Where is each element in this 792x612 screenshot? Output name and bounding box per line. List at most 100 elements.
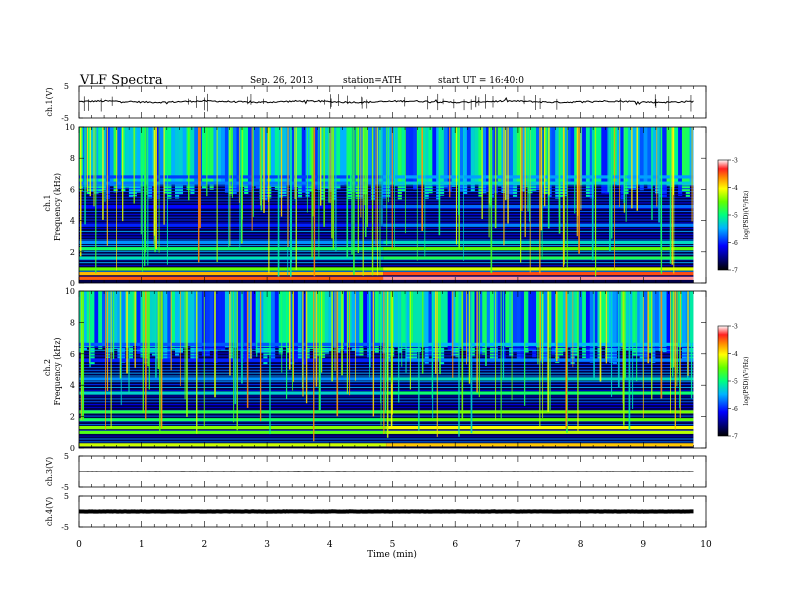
spectrogram-row	[79, 441, 694, 443]
spectrogram-cell	[363, 291, 368, 347]
spectrogram-cell	[451, 291, 456, 356]
sferic-streak	[614, 127, 615, 271]
spectrogram-cell	[259, 291, 264, 353]
spectrogram-cell	[520, 291, 525, 362]
spectrogram-cell	[574, 127, 579, 185]
spectrogram-cell	[536, 127, 541, 191]
spectrogram-cell	[263, 127, 268, 200]
sferic-streak	[318, 127, 320, 258]
y-tick-label: 0	[70, 279, 75, 288]
spectrogram-row	[79, 375, 694, 377]
y-tick-label: 6	[70, 185, 75, 194]
y-tick-label: 10	[65, 287, 75, 296]
spectrogram-row	[79, 239, 694, 241]
sferic-streak	[384, 291, 387, 412]
sferic-streak	[306, 127, 308, 213]
spectrogram-cell	[198, 291, 203, 352]
sferic-streak	[505, 127, 507, 201]
sferic-streak	[141, 127, 143, 272]
sferic-streak	[679, 291, 680, 409]
spectrogram-cell	[597, 127, 602, 185]
x-tick-label: 9	[640, 540, 646, 550]
spectrogram-row	[79, 435, 694, 437]
spectrogram-row	[79, 233, 694, 235]
y-tick-label: -5	[61, 114, 69, 123]
sferic-streak	[458, 291, 460, 437]
spectrogram-cell	[597, 291, 602, 362]
sferic-streak	[349, 127, 352, 192]
sferic-streak	[234, 291, 237, 404]
spectrogram-cell	[378, 127, 383, 185]
sferic-streak	[619, 127, 620, 207]
colorbar-tick-label: -4	[732, 185, 738, 192]
sferic-streak	[328, 127, 330, 203]
sferic-streak	[214, 291, 216, 398]
sferic-streak	[105, 291, 106, 430]
sferic-streak	[502, 291, 505, 381]
sferic-streak	[607, 127, 609, 193]
sferic-streak	[671, 291, 673, 368]
spectrogram-row	[79, 384, 694, 386]
spectrogram-cell	[562, 291, 568, 352]
spectrogram-cell	[163, 291, 168, 360]
spectrogram-row	[79, 387, 694, 388]
sferic-streak	[312, 127, 314, 217]
narrowband-line	[79, 272, 384, 276]
spectrogram-cell	[585, 127, 591, 198]
narrowband-line	[383, 175, 694, 179]
sferic-streak	[537, 291, 539, 365]
spectrogram-cell	[98, 291, 103, 350]
sferic-streak	[341, 291, 343, 376]
spectrogram-cell	[628, 127, 633, 190]
spectrogram-cell	[662, 127, 667, 198]
spectrogram-cell	[236, 291, 241, 351]
channel-label: ch.1(V)	[45, 87, 54, 116]
spectrogram-cell	[401, 127, 406, 192]
narrowband-line	[386, 443, 694, 447]
sferic-streak	[539, 291, 541, 361]
sferic-streak	[216, 127, 218, 263]
spectrogram-cell	[655, 291, 660, 351]
spectrogram-cell	[190, 127, 195, 195]
ch4-waveform-panel: ch.4(V) 5 -5	[45, 492, 707, 532]
spectrogram-row	[79, 228, 694, 229]
spectrogram-cell	[532, 291, 537, 358]
narrowband-line	[79, 377, 387, 381]
waveform-trace	[79, 97, 694, 106]
spectrogram-row	[79, 259, 694, 261]
sferic-streak	[260, 127, 263, 211]
sferic-streak	[319, 291, 321, 411]
spectrogram-row	[79, 401, 694, 403]
spectrogram-cell	[436, 291, 441, 360]
spectrogram-cell	[205, 291, 210, 356]
sferic-streak	[421, 291, 424, 374]
spectrogram-cell	[374, 291, 379, 354]
sferic-streak	[435, 291, 437, 374]
spectrogram-cell	[282, 127, 287, 197]
spectrogram-cell	[209, 291, 214, 351]
spectrogram-row	[79, 219, 694, 221]
spectrogram-cell	[294, 291, 299, 363]
colorbar-label: log(PSD)(V²/Hz)	[743, 191, 750, 240]
narrowband-line	[79, 181, 384, 185]
sferic-streak	[455, 127, 458, 245]
spectrogram-row	[79, 213, 694, 215]
spectrogram-cell	[290, 127, 295, 190]
spectrogram-cell	[428, 127, 433, 194]
spectrogram-cell	[301, 291, 306, 365]
sferic-streak	[318, 291, 321, 411]
spectrogram-row	[79, 222, 694, 224]
spectrogram-cell	[374, 127, 379, 184]
spectrogram-cell	[355, 127, 360, 199]
sferic-streak	[82, 291, 85, 420]
spectrogram-row	[79, 369, 694, 371]
spectrogram-cell	[247, 291, 253, 360]
spectrogram-row	[79, 395, 694, 397]
spectrogram-cell	[186, 291, 191, 347]
sferic-streak	[605, 291, 608, 364]
spectrogram-row	[79, 270, 694, 272]
spectrogram-cell	[320, 127, 326, 200]
spectrogram-cell	[221, 291, 226, 351]
sferic-streak	[404, 127, 406, 234]
spectrogram-cell	[551, 291, 556, 355]
